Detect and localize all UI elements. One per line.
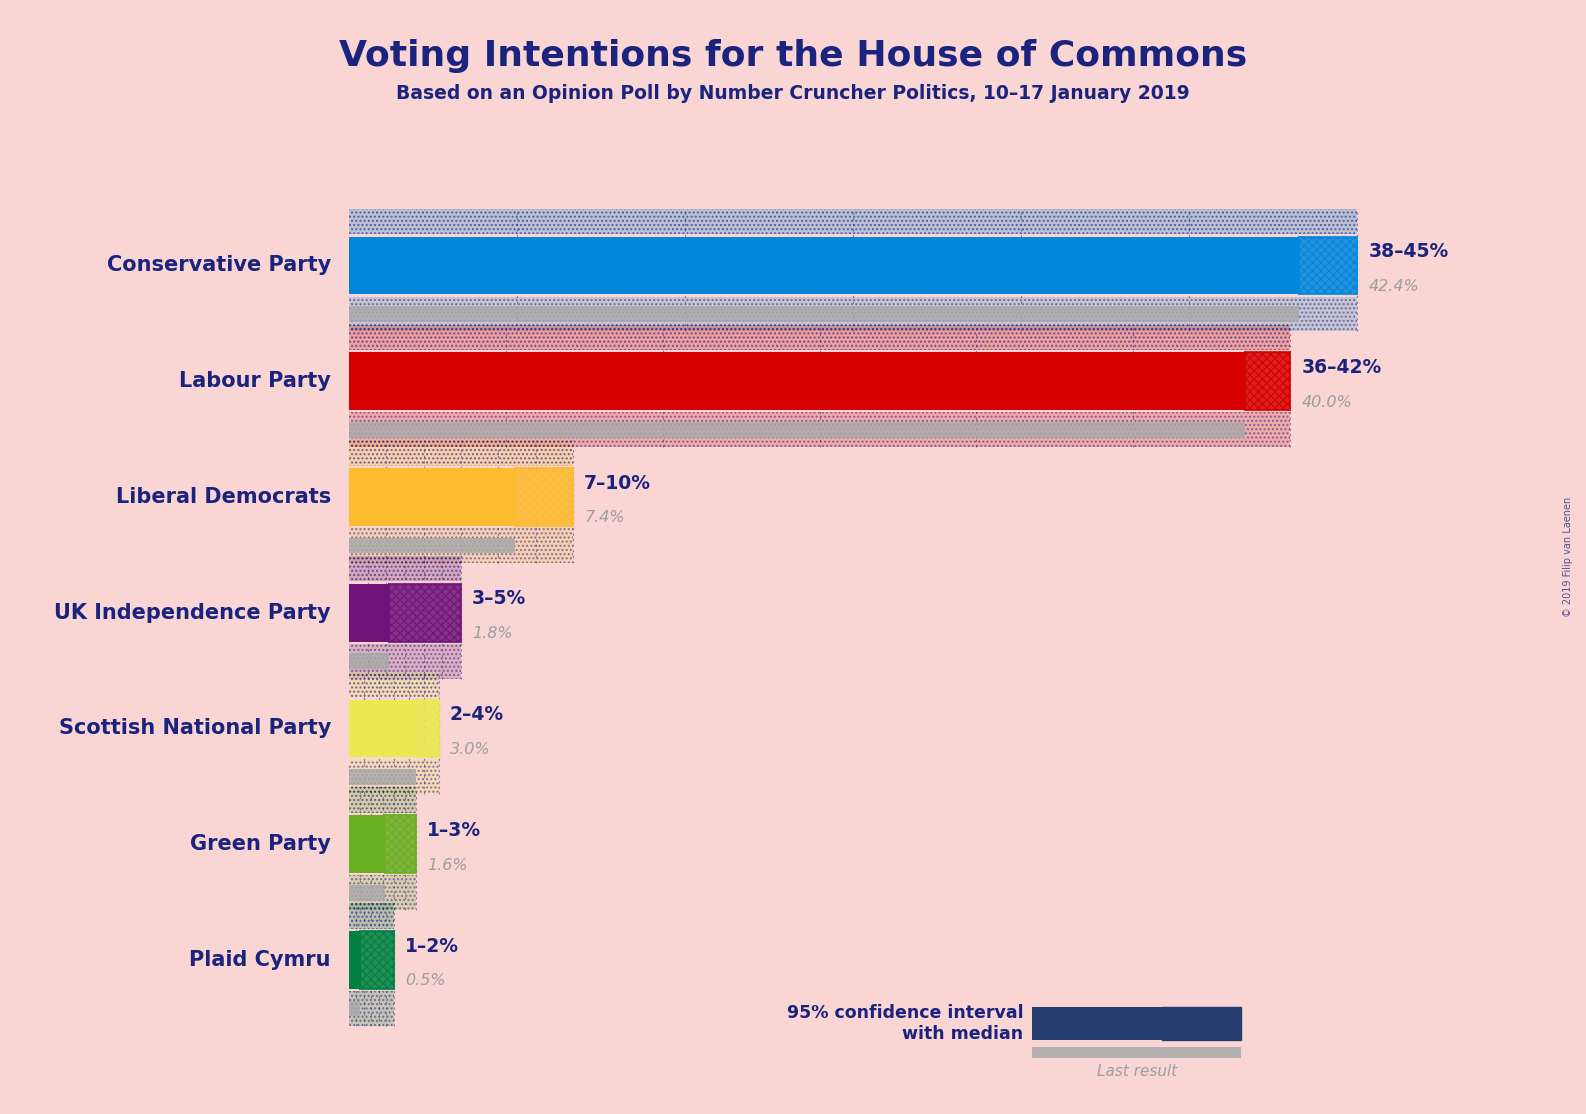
Bar: [349, 440, 573, 466]
Bar: [349, 412, 1289, 447]
Bar: [349, 672, 439, 697]
Bar: [349, 991, 393, 1026]
Bar: [349, 296, 1358, 332]
Bar: [349, 644, 462, 678]
Text: 3–5%: 3–5%: [473, 589, 527, 608]
Text: 38–45%: 38–45%: [1369, 242, 1450, 261]
Bar: [349, 815, 385, 873]
Bar: [349, 760, 439, 794]
Text: 2–4%: 2–4%: [450, 705, 504, 724]
Bar: [349, 770, 416, 785]
Bar: [416, 700, 439, 758]
Text: 7–10%: 7–10%: [584, 473, 652, 492]
Bar: [385, 815, 416, 873]
Text: Scottish National Party: Scottish National Party: [59, 719, 331, 739]
Text: Conservative Party: Conservative Party: [106, 255, 331, 275]
Bar: [349, 538, 515, 554]
Bar: [349, 903, 393, 929]
Bar: [349, 324, 1289, 350]
Bar: [349, 760, 439, 794]
Bar: [1032, 1047, 1240, 1058]
Text: 7.4%: 7.4%: [584, 510, 625, 526]
Bar: [1245, 352, 1289, 410]
Bar: [349, 412, 1289, 447]
Text: Labour Party: Labour Party: [179, 371, 331, 391]
Bar: [349, 991, 393, 1026]
Text: Based on an Opinion Poll by Number Cruncher Politics, 10–17 January 2019: Based on an Opinion Poll by Number Crunc…: [396, 84, 1190, 102]
Text: UK Independence Party: UK Independence Party: [54, 603, 331, 623]
Text: 3.0%: 3.0%: [450, 742, 490, 756]
Text: 36–42%: 36–42%: [1302, 358, 1381, 377]
Bar: [349, 422, 1245, 438]
Bar: [1032, 1007, 1163, 1039]
Bar: [349, 903, 393, 929]
Text: 1.6%: 1.6%: [427, 858, 468, 872]
Bar: [349, 556, 462, 582]
Bar: [349, 876, 416, 910]
Bar: [349, 236, 1299, 294]
Bar: [1299, 236, 1358, 294]
Bar: [349, 528, 573, 563]
Bar: [349, 788, 416, 813]
Text: 40.0%: 40.0%: [1302, 394, 1353, 410]
Text: Voting Intentions for the House of Commons: Voting Intentions for the House of Commo…: [339, 39, 1247, 74]
Bar: [389, 584, 462, 642]
Text: 0.5%: 0.5%: [404, 974, 446, 988]
Bar: [360, 931, 393, 989]
Text: 1–2%: 1–2%: [404, 937, 458, 956]
Text: 1.8%: 1.8%: [473, 626, 512, 641]
Bar: [349, 700, 416, 758]
Bar: [349, 876, 416, 910]
Text: Plaid Cymru: Plaid Cymru: [189, 950, 331, 970]
Bar: [349, 306, 1299, 322]
Bar: [349, 440, 573, 466]
Text: Last result: Last result: [1096, 1064, 1177, 1079]
Bar: [349, 1000, 360, 1016]
Text: 42.4%: 42.4%: [1369, 278, 1419, 294]
Bar: [349, 556, 462, 582]
Text: © 2019 Filip van Laenen: © 2019 Filip van Laenen: [1564, 497, 1573, 617]
Text: 95% confidence interval
with median: 95% confidence interval with median: [787, 1004, 1023, 1043]
Bar: [349, 468, 515, 526]
Bar: [349, 584, 389, 642]
Text: Green Party: Green Party: [190, 834, 331, 854]
Bar: [349, 208, 1358, 234]
Bar: [349, 208, 1358, 234]
Text: Liberal Democrats: Liberal Democrats: [116, 487, 331, 507]
Bar: [349, 788, 416, 813]
Bar: [349, 296, 1358, 332]
Bar: [349, 931, 360, 989]
Bar: [515, 468, 573, 526]
Bar: [1163, 1007, 1240, 1039]
Bar: [349, 324, 1289, 350]
Text: 1–3%: 1–3%: [427, 821, 482, 840]
Bar: [349, 644, 462, 678]
Bar: [349, 528, 573, 563]
Bar: [349, 352, 1245, 410]
Bar: [349, 654, 389, 670]
Bar: [349, 885, 385, 900]
Bar: [349, 672, 439, 697]
